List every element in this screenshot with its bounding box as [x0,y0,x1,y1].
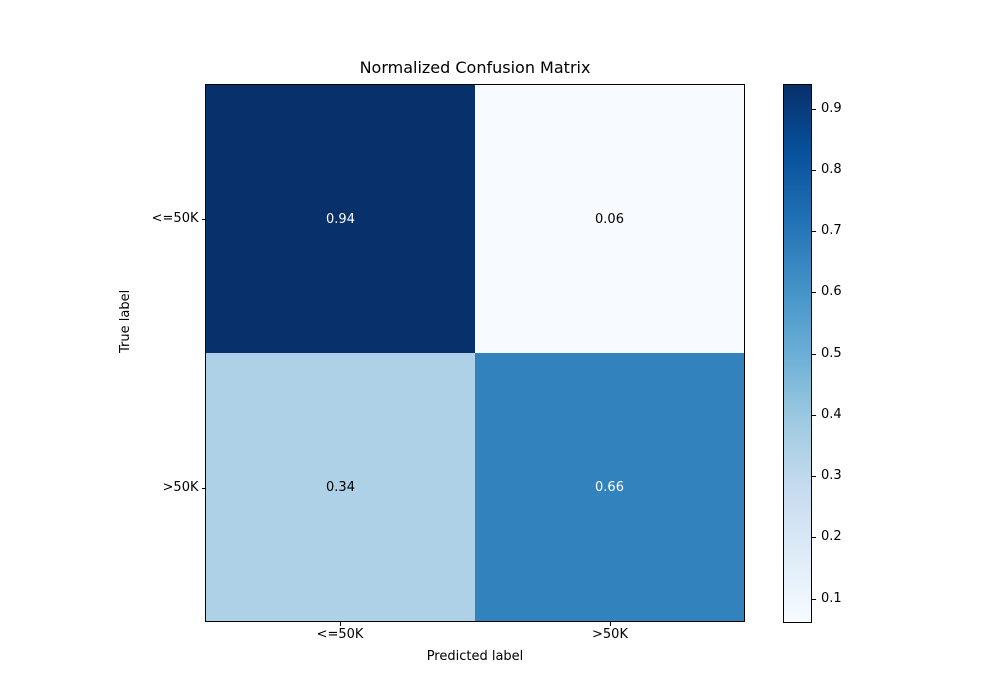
colorbar-tick-label: 0.7 [821,223,842,238]
x-axis-label: Predicted label [426,649,524,664]
x-tick-label: >50K [592,627,628,642]
x-tick-mark [610,622,611,626]
colorbar-tick-mark [811,353,816,355]
colorbar-tick-mark [811,414,816,416]
cell-value: 0.94 [326,211,355,227]
y-tick-mark [201,487,206,489]
colorbar-tick-label: 0.3 [821,468,842,483]
colorbar-gradient [784,85,811,622]
heatmap-cell: 0.66 [475,353,744,621]
colorbar-tick-label: 0.9 [821,100,842,116]
y-tick-mark [201,218,206,220]
colorbar-tick-mark [811,537,816,539]
heatmap-cell: 0.06 [475,85,744,353]
colorbar-tick-label: 0.4 [821,406,842,422]
chart-title: Normalized Confusion Matrix [359,58,591,77]
y-axis-label: True label [118,289,133,353]
colorbar-tick-mark [811,292,816,294]
colorbar-tick-label: 0.1 [821,590,842,606]
cell-value: 0.34 [326,479,355,495]
colorbar-tick-mark [811,476,816,477]
heatmap-cell: 0.94 [206,85,475,353]
x-tick-label: <=50K [316,627,364,642]
colorbar-tick-mark [811,231,816,232]
cell-value: 0.06 [595,211,624,227]
colorbar-tick-mark [811,108,816,110]
colorbar [783,84,812,623]
heatmap-plot-area: 0.94 0.06 0.34 0.66 [205,84,745,622]
cell-value: 0.66 [595,479,624,495]
colorbar-tick-label: 0.5 [821,345,842,361]
colorbar-tick-label: 0.2 [821,529,842,545]
colorbar-tick-mark [811,598,816,600]
y-tick-label: <=50K [151,210,199,226]
y-tick-label: >50K [162,479,199,495]
colorbar-tick-mark [811,169,816,171]
colorbar-tick-label: 0.8 [821,161,842,177]
colorbar-tick-label: 0.6 [821,284,842,300]
x-tick-mark [340,622,341,626]
heatmap-cell: 0.34 [206,353,475,621]
